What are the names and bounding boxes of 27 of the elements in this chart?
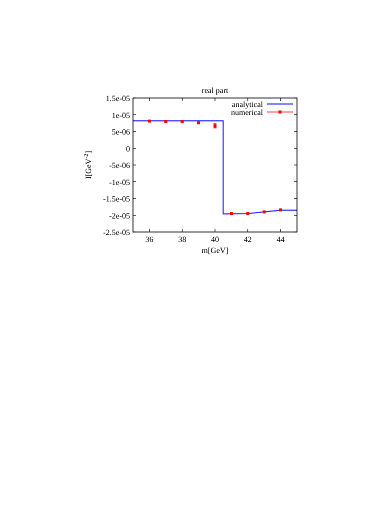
x-tick-label: 38 bbox=[178, 235, 186, 244]
x-tick-label: 36 bbox=[145, 235, 154, 244]
chart-title: real part bbox=[202, 86, 229, 95]
x-tick-label: 40 bbox=[211, 235, 219, 244]
point bbox=[148, 120, 151, 123]
point bbox=[279, 208, 282, 212]
y-tick-label: -2e-05 bbox=[109, 211, 130, 220]
y-tick-label: 0 bbox=[126, 144, 130, 154]
y-tick-label: 5e-06 bbox=[112, 128, 130, 136]
point bbox=[197, 121, 200, 124]
x-axis-title: m[GeV] bbox=[202, 246, 229, 255]
y-tick-label: 1e-05 bbox=[112, 110, 130, 120]
point bbox=[230, 212, 233, 216]
y-tick-label: -1.5e-05 bbox=[103, 194, 130, 204]
point bbox=[246, 212, 250, 216]
y-tick-label: -2.5e-05 bbox=[103, 228, 130, 237]
point bbox=[164, 120, 168, 123]
y-tick-label: -5e-06 bbox=[109, 161, 130, 170]
x-tick-label: 44 bbox=[276, 235, 285, 244]
legend-label: numerical bbox=[231, 108, 264, 117]
legend-label: analytical bbox=[232, 100, 264, 109]
point bbox=[180, 120, 184, 123]
y-tick-label: 1.5e-05 bbox=[106, 94, 130, 103]
x-tick-label: 42 bbox=[244, 235, 252, 244]
line-series bbox=[132, 120, 298, 215]
y-tick-label: -1e-05 bbox=[109, 178, 130, 187]
point bbox=[262, 210, 266, 214]
